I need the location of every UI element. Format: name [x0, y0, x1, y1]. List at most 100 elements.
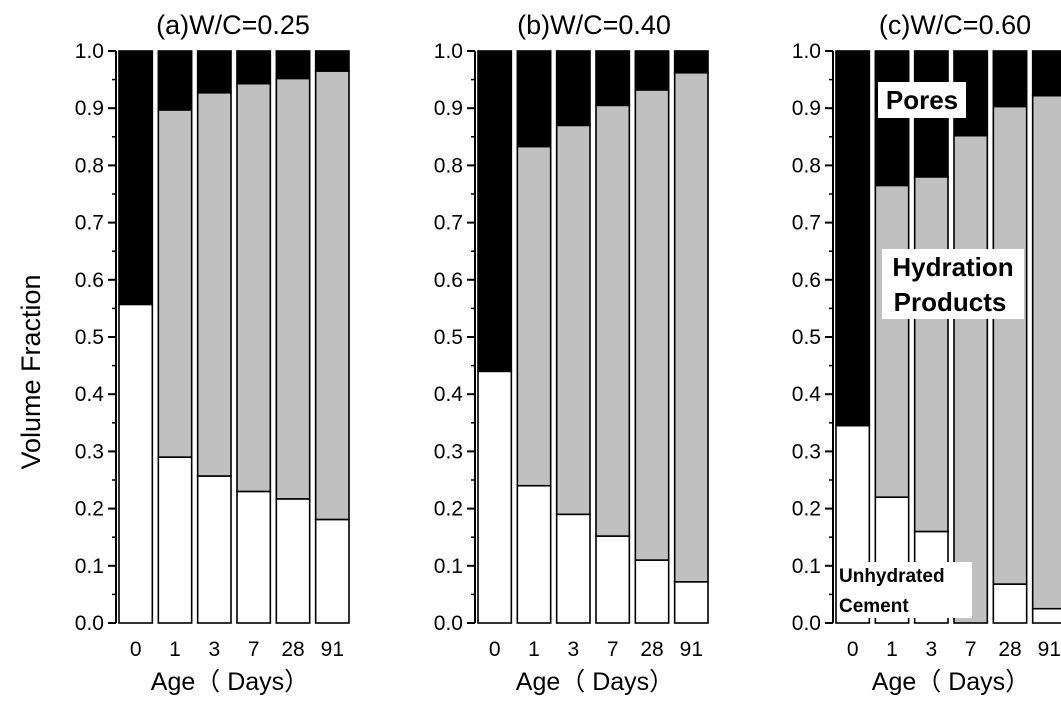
panel-c-bar-7-segment-1 [953, 134, 989, 624]
panel-a-bar-3-segment-2 [196, 50, 232, 94]
panel-a-y-tick-label: 0.4 [75, 383, 105, 406]
panel-b-y-tick-label: 0.6 [434, 269, 463, 292]
panel-a-bar-0-segment-0 [118, 303, 154, 624]
panel-c-y-tick-label: 1.0 [792, 40, 821, 63]
panel-b-bar-7-segment-1 [595, 104, 631, 537]
panel-a-bar-91-segment-0 [314, 518, 350, 624]
panel-c-y-tick-label: 0.9 [792, 97, 821, 120]
panel-a-y-tick-label: 0.3 [75, 440, 104, 463]
panel-b-title: (b)W/C=0.40 [517, 10, 671, 40]
panel-a-x-axis-label: Age（ Days） [151, 668, 309, 696]
panel-a-x-tick-label: 1 [169, 638, 181, 661]
panel-a-bar-3-segment-0 [196, 475, 232, 624]
panel-b-bar-91-segment-0 [673, 581, 709, 624]
unhydrated-cement-annotation: Unhydrated Cement [838, 562, 972, 618]
panel-b-y-tick-label: 0.8 [434, 154, 463, 177]
panel-b-bar-28-segment-1 [634, 89, 670, 561]
panel-c-title: (c)W/C=0.60 [879, 10, 1031, 40]
panel-c-bar-28-segment-1 [992, 105, 1028, 585]
panel-c-bar-1-segment-2 [874, 50, 910, 187]
panel-c-bar-0-segment-2 [835, 50, 871, 427]
panel-a-y-tick-label: 0.2 [75, 498, 104, 521]
panel-a-bar-28-segment-2 [275, 50, 311, 80]
panel-b-bar-7-segment-2 [595, 50, 631, 107]
panel-b-bar-28-segment-0 [634, 559, 670, 624]
panel-c-x-tick-label: 7 [965, 638, 977, 661]
panel-a-y-tick-label: 0.7 [75, 212, 104, 235]
panel-b-bar-1-segment-0 [516, 484, 552, 624]
panel-c-y-tick-label: 0.8 [792, 154, 821, 177]
panel-b-y-tick-label: 0.9 [434, 97, 463, 120]
hydration-products-annotation: Hydration Products [882, 249, 1024, 319]
panel-c-y-tick-label: 0.4 [792, 383, 822, 406]
panel-a-bar-28-segment-0 [275, 498, 311, 624]
panel-c-bar-28-segment-2 [992, 50, 1028, 108]
panel-c-bar-28-segment-0 [992, 583, 1028, 624]
panel-b-y-tick-label: 0.1 [434, 555, 463, 578]
panel-c-y-tick-label: 0.5 [792, 326, 821, 349]
panel-c-y-tick-label: 0.0 [792, 612, 821, 635]
panel-a-bar-1-segment-1 [157, 109, 193, 458]
panel-b-y-tick-label: 0.0 [434, 612, 463, 635]
panel-b-x-tick-label: 91 [680, 638, 703, 661]
panel-c-x-axis-label: Age（ Days） [872, 668, 1030, 696]
panel-b-y-tick-label: 0.7 [434, 212, 463, 235]
chart-panels: 0 1 3 7 28 91 0.0 0.1 0.2 0.3 0.4 0.5 0.6 0.7 0.8 0.9 1.… [75, 40, 1061, 661]
panel-c-bar-91-segment-2 [1031, 50, 1061, 97]
panel-c-y-tick-label: 0.3 [792, 440, 821, 463]
panel-c-y-tick-label: 0.6 [792, 269, 821, 292]
panel-a-x-tick-label: 0 [130, 638, 142, 661]
panel-b-y-tick-label: 0.2 [434, 498, 463, 521]
panel-c-x-tick-label: 1 [886, 638, 898, 661]
panel-b-bar-0-segment-0 [477, 370, 513, 624]
panel-a-bar-7-segment-0 [236, 490, 272, 624]
panel-b-bar-91-segment-1 [673, 71, 709, 583]
panel-a-y-tick-label: 0.1 [75, 555, 104, 578]
pores-annotation: Pores [878, 82, 966, 118]
panel-b-bar-1-segment-1 [516, 145, 552, 487]
panel-b-bar-1-segment-2 [516, 50, 552, 148]
panel-a-y-tick-label: 0.8 [75, 154, 104, 177]
panel-c-x-tick-label: 28 [998, 638, 1021, 661]
panel-c-bar-3-segment-1 [913, 176, 949, 533]
panel-b-bar-3-segment-0 [555, 513, 591, 624]
panel-b-y-tick-label: 0.5 [434, 326, 463, 349]
panel-a-bar-7-segment-2 [236, 50, 272, 85]
panel-a-x-tick-label: 28 [281, 638, 304, 661]
panel-b-x-tick-label: 28 [640, 638, 663, 661]
panel-a-bar-3-segment-1 [196, 91, 232, 477]
panel-b-x-tick-label: 7 [607, 638, 619, 661]
panel-c-y-tick-label: 0.1 [792, 555, 821, 578]
panel-a-bar-91-segment-2 [314, 50, 350, 72]
panel-b-y-tick-label: 0.4 [434, 383, 464, 406]
panel-a-bar-1-segment-0 [157, 456, 193, 624]
panel-a-y-tick-label: 1.0 [75, 40, 104, 63]
panel-b-bar-3-segment-1 [555, 124, 591, 516]
panel-b-x-tick-label: 3 [567, 638, 579, 661]
panel-b-bar-28-segment-2 [634, 50, 670, 91]
panel-c-y-tick-label: 0.7 [792, 212, 821, 235]
unhydrated-label-line2: Cement [839, 596, 909, 617]
panel-a-y-tick-label: 0.5 [75, 326, 104, 349]
panel-a-y-tick-label: 0.9 [75, 97, 104, 120]
hydration-label-line1: Hydration [892, 252, 1013, 282]
panel-a-x-tick-label: 7 [248, 638, 260, 661]
panel-c-x-tick-label: 3 [925, 638, 937, 661]
panel-b-x-axis-label: Age（ Days） [516, 668, 674, 696]
panel-a-x-tick-label: 91 [321, 638, 344, 661]
panel-c-x-tick-label: 91 [1038, 638, 1061, 661]
panel-a-x-tick-label: 3 [208, 638, 220, 661]
panel-b-x-tick-label: 1 [528, 638, 540, 661]
panel-a-bar-91-segment-1 [314, 70, 350, 521]
panel-a-bar-0-segment-2 [118, 50, 154, 306]
panel-a-title: (a)W/C=0.25 [156, 10, 310, 40]
panel-a-bar-1-segment-2 [157, 50, 193, 111]
panel-b-bar-91-segment-2 [673, 50, 709, 74]
panel-b-bar-3-segment-2 [555, 50, 591, 127]
unhydrated-label-line1: Unhydrated [839, 566, 945, 587]
panel-c-bar-91-segment-0 [1031, 607, 1061, 624]
panel-b-bar-0-segment-2 [477, 50, 513, 373]
hydration-label-line2: Products [894, 287, 1007, 317]
panel-b-y-tick-label: 1.0 [434, 40, 463, 63]
